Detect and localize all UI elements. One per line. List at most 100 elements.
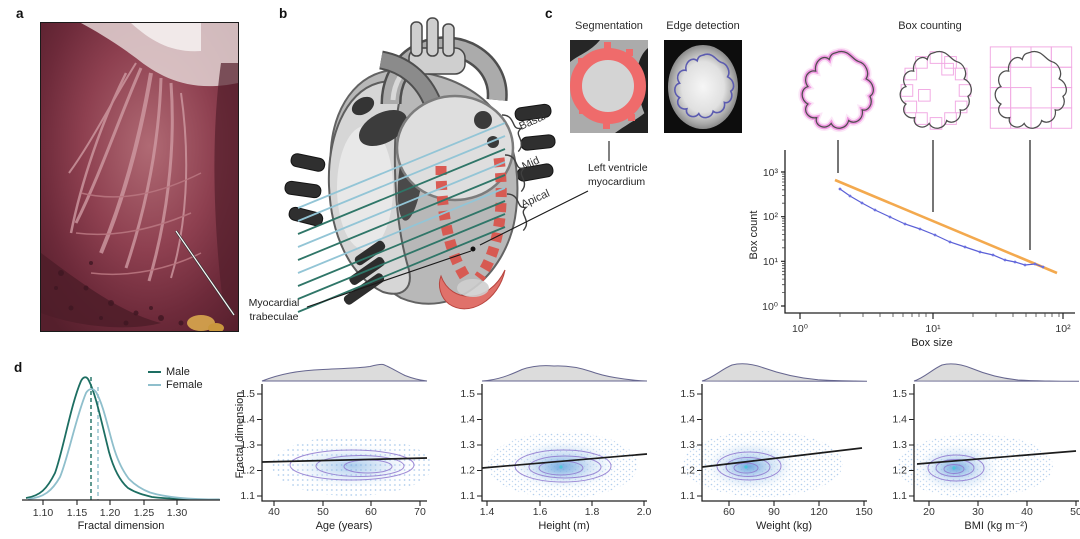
box-counting-small-boxes — [795, 44, 880, 136]
x-tick: 120 — [810, 506, 828, 518]
panel-c-label: c — [545, 6, 553, 21]
y-tick: 1.4 — [680, 414, 695, 426]
region-label-apical: Apical — [519, 188, 551, 211]
box-counting-title: Box counting — [898, 20, 962, 32]
weight-axes — [701, 384, 867, 502]
photo-pointer-line — [174, 230, 236, 316]
x-tick: 90 — [768, 506, 780, 518]
bmi-marginal-density — [913, 363, 1080, 382]
box-count-data-points — [838, 187, 1045, 269]
x-axis-label: Weight (kg) — [756, 520, 812, 532]
x-tick: 1.10 — [33, 507, 54, 519]
y-tick: 10² — [763, 211, 779, 223]
height-marginal-density — [481, 365, 648, 382]
age-marginal-density — [261, 363, 428, 382]
female-density-curve — [27, 388, 221, 501]
weight-regression-line — [701, 447, 863, 468]
x-tick: 50 — [1070, 506, 1080, 518]
box-counting-large-boxes — [989, 46, 1073, 129]
x-tick: 1.15 — [67, 507, 88, 519]
x-tick: 1.25 — [134, 507, 155, 519]
scale-marker-lines — [837, 140, 1031, 250]
bmi-axes — [913, 384, 1079, 502]
left-ventricle-myocardium-label: Left ventricle myocardium — [588, 162, 648, 188]
x-tick: 10⁰ — [792, 323, 808, 335]
scatter-age: 1.5 1.4 1.3 1.2 1.1 40 50 60 70 Age (yea… — [240, 363, 432, 532]
segmentation-image — [570, 40, 648, 133]
y-tick: 10¹ — [763, 256, 779, 268]
x-tick: 1.4 — [480, 506, 495, 518]
x-axis-label: Age (years) — [316, 520, 373, 532]
age-regression-line — [261, 457, 428, 463]
y-tick: 1.4 — [892, 414, 907, 426]
panel-a-label: a — [16, 6, 24, 21]
x-tick: 1.20 — [100, 507, 121, 519]
x-tick: 1.8 — [585, 506, 600, 518]
loglog-fit-line — [834, 178, 1058, 275]
myocardial-trabeculae-label: Myocardial trabeculae — [248, 297, 300, 323]
legend-male: Male — [148, 366, 190, 378]
y-tick: 1.1 — [892, 490, 907, 502]
y-tick: 1.3 — [240, 439, 255, 451]
x-tick: 40 — [268, 506, 280, 518]
weight-marginal-density — [701, 363, 868, 382]
y-tick: 1.3 — [460, 439, 475, 451]
sex-density-plot: 1.10 1.15 1.20 1.25 1.30 Fractal dimensi… — [22, 376, 221, 532]
segmentation-title: Segmentation — [575, 20, 643, 32]
bmi-regression-line — [916, 450, 1077, 465]
vessel-stubs — [284, 103, 556, 227]
y-tick: 1.4 — [240, 414, 255, 426]
x-tick: 20 — [923, 506, 935, 518]
legend-female: Female — [148, 379, 203, 391]
x-tick: 10² — [1055, 323, 1071, 335]
y-axis-label: Box count — [748, 211, 760, 260]
x-tick: 70 — [414, 506, 426, 518]
trabeculae-photo-art — [41, 23, 238, 333]
x-tick: 1.6 — [533, 506, 548, 518]
x-axis-label: Fractal dimension — [78, 520, 165, 532]
weight-density-peak-dot — [744, 465, 748, 469]
edge-detection-image — [664, 40, 742, 133]
male-density-curve — [25, 376, 220, 501]
x-axis-label: BMI (kg m⁻²) — [964, 520, 1027, 532]
y-tick: 1.5 — [460, 388, 475, 400]
y-tick: 1.4 — [460, 414, 475, 426]
y-tick: 10⁰ — [762, 301, 778, 313]
y-tick: 1.3 — [892, 439, 907, 451]
trabeculae-photo — [40, 22, 239, 333]
scatter-weight: 1.5 1.4 1.3 1.2 1.1 60 90 120 150 Weight… — [680, 363, 873, 532]
scatter-height: 1.5 1.4 1.3 1.2 1.1 1.4 1.6 1.8 2.0 Heig… — [460, 365, 652, 532]
box-counting-medium-boxes — [899, 50, 972, 130]
bmi-density-peak-dot — [952, 466, 956, 470]
x-axis-label: Height (m) — [538, 520, 589, 532]
valve-plane — [395, 94, 515, 202]
y-tick: 1.1 — [460, 490, 475, 502]
edge-detection-title: Edge detection — [666, 20, 740, 32]
y-tick: 1.5 — [240, 388, 255, 400]
age-density-contours — [289, 449, 415, 481]
trabecular-strands — [68, 62, 188, 282]
heart-illustration: Basal Mid Apical — [284, 17, 556, 313]
x-tick: 10¹ — [925, 323, 941, 335]
scatter-bmi: 1.5 1.4 1.3 1.2 1.1 20 30 40 50 BMI (kg … — [892, 363, 1080, 532]
x-axis-label: Box size — [911, 337, 953, 349]
y-tick: 1.5 — [892, 388, 907, 400]
legend-female-label: Female — [166, 379, 203, 391]
x-tick: 50 — [317, 506, 329, 518]
legend-male-label: Male — [166, 366, 190, 378]
y-tick: 1.2 — [240, 465, 255, 477]
x-tick: 150 — [855, 506, 873, 518]
male-line-swatch — [148, 370, 161, 374]
box-count-loglog-plot: 10⁰ 10¹ 10² 10³ 10² 10¹ 10⁰ Box size Box… — [748, 140, 1075, 349]
x-tick: 60 — [723, 506, 735, 518]
height-regression-line — [481, 453, 648, 469]
y-tick: 1.3 — [680, 439, 695, 451]
panel-b-label: b — [279, 6, 288, 21]
x-tick: 30 — [972, 506, 984, 518]
bmi-density-contours — [927, 454, 985, 482]
height-density-peak-dot — [559, 465, 563, 469]
y-tick: 1.1 — [240, 490, 255, 502]
y-tick: 1.5 — [680, 388, 695, 400]
x-tick: 2.0 — [637, 506, 652, 518]
